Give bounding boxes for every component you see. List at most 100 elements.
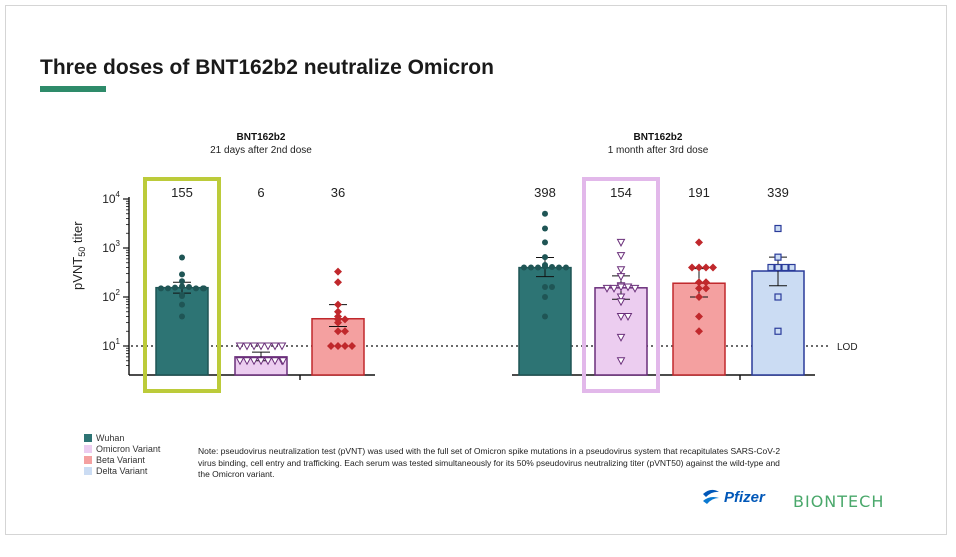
data-point [709, 263, 717, 272]
data-point [263, 357, 273, 366]
data-point [270, 342, 280, 351]
y-axis-title: pVNT50 titer [70, 221, 87, 290]
group-subtitle: 21 days after 2nd dose [210, 145, 312, 156]
data-point [327, 342, 335, 350]
bar [518, 266, 572, 376]
data-point [695, 293, 703, 301]
data-point [521, 264, 527, 271]
data-point [616, 293, 626, 302]
data-point [334, 327, 342, 336]
data-point [774, 253, 782, 261]
bar-value-label: 154 [610, 185, 632, 200]
legend-label: Wuhan [96, 432, 125, 443]
data-point [179, 292, 185, 299]
legend-swatch-omicron [84, 444, 92, 453]
data-point [186, 283, 192, 290]
data-point [616, 357, 626, 366]
data-point [616, 312, 626, 322]
bar-value-label: 36 [331, 185, 345, 200]
legend-swatch-beta [84, 455, 92, 464]
data-point [767, 263, 775, 272]
data-point [695, 284, 703, 293]
data-point [616, 238, 626, 247]
y-tick-label: 101 [102, 337, 120, 353]
data-point [616, 283, 626, 292]
pfizer-wordmark: Pfizer [724, 488, 765, 506]
data-point [270, 357, 280, 366]
data-point [334, 318, 342, 327]
data-point [556, 264, 562, 271]
legend-label: Omicron Variant [96, 443, 161, 454]
data-point [542, 225, 548, 232]
data-point [242, 357, 252, 366]
data-point [542, 239, 548, 246]
data-point [193, 285, 199, 292]
highlight-box [143, 177, 221, 393]
legend-swatch-delta [84, 466, 92, 475]
data-point [542, 294, 548, 300]
bar-value-label: 6 [257, 185, 264, 200]
data-point [277, 342, 287, 351]
bar [751, 270, 805, 376]
data-point [542, 263, 548, 270]
lod-label: LOD [837, 342, 858, 353]
bar-value-label: 155 [171, 185, 193, 200]
data-point [774, 263, 782, 272]
highlight-box [582, 177, 660, 393]
data-point [702, 284, 710, 293]
data-point [179, 254, 185, 261]
data-point [179, 301, 185, 308]
title-accent-bar [40, 86, 106, 92]
data-point [542, 313, 548, 320]
data-point [702, 278, 710, 287]
legend-label: Delta Variant [96, 465, 148, 476]
y-tick-label: 102 [102, 288, 120, 304]
data-point [528, 264, 534, 271]
data-point [688, 263, 696, 272]
data-point [695, 312, 703, 321]
data-point [623, 283, 633, 292]
data-point [235, 357, 245, 366]
data-point [616, 273, 626, 282]
legend-item-delta: Delta Variant [84, 465, 160, 476]
pfizer-logo: Pfizer [700, 486, 765, 508]
legend-label: Beta Variant [96, 454, 145, 465]
bar-value-label: 339 [767, 185, 789, 200]
biontech-logo: BIONTECH [793, 492, 885, 511]
data-point [256, 342, 266, 351]
data-point [616, 333, 626, 342]
data-point [623, 312, 633, 322]
legend: Wuhan Omicron Variant Beta Variant Delta… [84, 432, 160, 476]
data-point [341, 315, 349, 324]
legend-item-beta: Beta Variant [84, 454, 160, 465]
data-point [781, 263, 789, 272]
slide-title: Three doses of BNT162b2 neutralize Omicr… [40, 56, 494, 79]
data-point [249, 357, 259, 366]
data-point [341, 342, 349, 350]
y-tick-label: 103 [102, 239, 120, 255]
data-point [774, 224, 782, 233]
data-point [201, 285, 207, 292]
data-point [774, 327, 782, 335]
data-point [616, 252, 626, 261]
data-point [158, 285, 164, 292]
group-subtitle: 1 month after 3rd dose [608, 145, 709, 156]
data-point [542, 283, 548, 290]
data-point [179, 271, 185, 278]
data-point [549, 263, 555, 270]
data-point [542, 254, 548, 261]
data-point [348, 342, 356, 350]
data-point [549, 283, 555, 290]
pfizer-swirl-icon [703, 489, 719, 504]
data-point [179, 278, 185, 285]
data-point [630, 284, 640, 293]
data-point [235, 342, 245, 351]
data-point [695, 238, 703, 247]
bar [155, 286, 209, 376]
data-point [334, 267, 342, 276]
data-point [542, 210, 548, 217]
data-point [179, 283, 185, 290]
data-point [278, 357, 288, 366]
group-title: BNT162b2 [634, 132, 683, 143]
